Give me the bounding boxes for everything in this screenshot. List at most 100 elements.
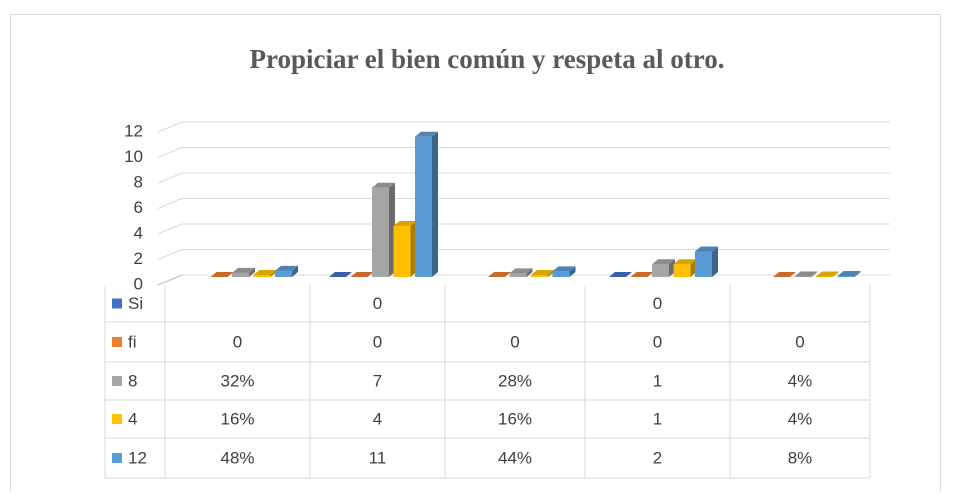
table-cell: 2	[653, 448, 662, 467]
grid-line	[157, 172, 890, 184]
bar	[393, 221, 417, 277]
table-cell: 4%	[788, 371, 813, 390]
bar-face	[531, 274, 548, 277]
table-cell: 16%	[220, 409, 254, 428]
table-cell: 0	[233, 332, 242, 351]
y-tick-label: 2	[134, 249, 143, 268]
bar-face	[811, 271, 818, 277]
bar	[232, 267, 255, 277]
bar-face	[837, 275, 855, 277]
legend-key	[112, 337, 122, 347]
table-cell: 0	[510, 332, 519, 351]
table-cell: 44%	[498, 448, 532, 467]
bar-face	[773, 272, 796, 277]
table-cell: 0	[373, 332, 382, 351]
bar-face	[794, 276, 812, 277]
bar	[695, 246, 718, 277]
bar-face	[253, 274, 271, 277]
bar-face	[488, 272, 511, 277]
bar-face	[393, 226, 411, 277]
chart-title: Propiciar el bien común y respeta al otr…	[250, 44, 725, 74]
bar-face	[652, 259, 675, 265]
bar	[488, 272, 511, 277]
bar-face	[253, 269, 277, 275]
bar-face	[531, 269, 554, 275]
y-tick-label: 12	[124, 121, 143, 140]
grid-line	[157, 198, 890, 209]
bar-face	[249, 267, 255, 277]
bar-face	[816, 271, 839, 277]
y-tick-label: 8	[134, 172, 143, 191]
grid-line	[157, 147, 890, 158]
bar-face	[275, 265, 298, 271]
bar-face	[552, 271, 570, 277]
bar-face	[415, 136, 432, 277]
legend-label: 4	[128, 409, 137, 428]
bar-face	[652, 264, 669, 277]
bar	[794, 271, 818, 277]
legend-key	[112, 376, 122, 386]
grid-line	[157, 249, 890, 260]
table-cell: 4%	[788, 409, 813, 428]
table-cell: 0	[795, 332, 804, 351]
table-cell: 16%	[498, 409, 532, 428]
bar-face	[712, 246, 718, 277]
legend-key	[112, 298, 122, 309]
bar	[652, 259, 675, 277]
bar	[673, 259, 697, 277]
table-cell: 1	[653, 371, 662, 390]
bar-face	[329, 272, 352, 277]
legend-label: 8	[128, 371, 137, 390]
bar-face	[415, 131, 438, 137]
bar	[773, 272, 796, 277]
bar-face	[372, 187, 389, 277]
legend-label: fi	[128, 332, 137, 351]
bar-face	[210, 272, 234, 277]
bar	[816, 271, 839, 277]
bar	[531, 269, 554, 277]
bar-face	[509, 268, 533, 274]
bar-face	[509, 273, 527, 277]
bar	[415, 131, 438, 277]
bar	[837, 270, 861, 277]
bar-face	[695, 246, 718, 252]
bar-face	[552, 266, 576, 272]
legend-key	[112, 453, 122, 463]
table-cell: 28%	[498, 371, 532, 390]
legend-label: Si	[128, 294, 143, 313]
bar-face	[275, 270, 292, 277]
bar	[350, 272, 374, 277]
table-cell: 32%	[220, 371, 254, 390]
bar-face	[372, 182, 395, 188]
bar	[210, 272, 234, 277]
table-cell: 0	[653, 332, 662, 351]
bar-face	[695, 251, 712, 277]
bar-face	[232, 267, 255, 273]
chart-border	[10, 14, 941, 496]
bar-face	[673, 259, 697, 265]
bar-face	[292, 265, 298, 277]
table-cell: 7	[373, 371, 382, 390]
grid-line	[157, 121, 890, 133]
legend-key	[112, 414, 122, 424]
bar-face	[432, 131, 438, 277]
bar-face	[673, 264, 691, 277]
bar	[630, 272, 654, 277]
bar	[509, 268, 533, 277]
table-cell: 48%	[220, 448, 254, 467]
bar	[372, 182, 395, 277]
bar-face	[526, 268, 533, 277]
bar-face	[232, 272, 249, 277]
table-cell: 4	[373, 409, 382, 428]
table-cell: 8%	[788, 448, 813, 467]
bar-face	[393, 221, 417, 226]
bar-face	[794, 271, 818, 277]
bar-face	[837, 270, 861, 276]
table-cell: 11	[369, 448, 387, 467]
y-tick-label: 6	[134, 198, 143, 217]
axis-line	[157, 274, 183, 286]
bar-face	[569, 266, 576, 277]
bar	[552, 266, 576, 277]
table-cell: 0	[653, 294, 662, 313]
